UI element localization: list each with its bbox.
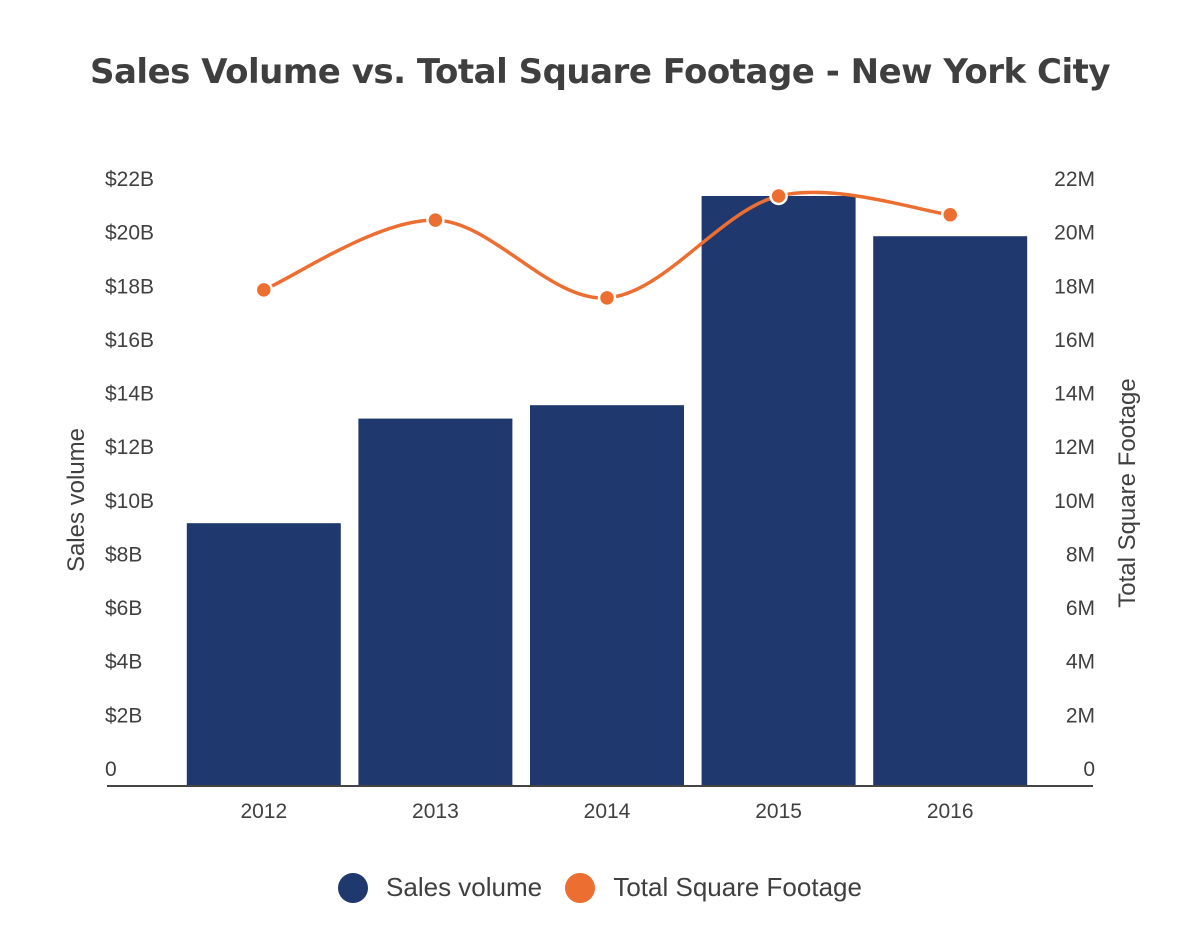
y-right-tick-label: 12M xyxy=(1054,436,1095,459)
y-left-tick-label: $22B xyxy=(105,168,154,191)
y-left-tick-label: $16B xyxy=(105,329,154,352)
legend-item-sales-volume[interactable]: Sales volume xyxy=(338,872,542,903)
y-left-tick-label: 0 xyxy=(105,758,117,781)
x-tick-label: 2016 xyxy=(927,800,974,823)
y-left-tick-label: $14B xyxy=(105,383,154,406)
x-tick-label: 2014 xyxy=(584,800,631,823)
y-left-tick-label: $10B xyxy=(105,490,154,513)
y-right-tick-label: 20M xyxy=(1054,222,1095,245)
y-left-tick-label: $8B xyxy=(105,543,142,566)
bar-2015 xyxy=(701,196,856,786)
y-right-tick-label: 0 xyxy=(1083,758,1095,781)
y-right-tick-label: 16M xyxy=(1054,329,1095,352)
chart-title: Sales Volume vs. Total Square Footage - … xyxy=(89,52,1111,92)
y-left-tick-label: $18B xyxy=(105,275,154,298)
legend-swatch-sales-volume xyxy=(338,872,369,903)
y-right-tick-label: 22M xyxy=(1054,168,1095,191)
x-tick-label: 2012 xyxy=(240,800,287,823)
y-left-tick-label: $12B xyxy=(105,436,154,459)
y-right-tick-label: 18M xyxy=(1054,275,1095,298)
bar-2013 xyxy=(358,418,513,786)
y-right-tick-label: 6M xyxy=(1066,597,1095,620)
y-left-tick-label: $4B xyxy=(105,651,142,674)
legend-swatch-total-square-footage xyxy=(565,872,596,903)
y-left-tick-label: $20B xyxy=(105,222,154,245)
legend-label-sales-volume: Sales volume xyxy=(386,872,543,902)
point-2015 xyxy=(769,186,788,206)
x-tick-label: 2015 xyxy=(755,800,802,823)
bar-2016 xyxy=(873,236,1028,786)
y-left-tick-label: $6B xyxy=(105,597,142,620)
x-tick-label: 2013 xyxy=(412,800,459,823)
y-right-tick-label: 14M xyxy=(1054,383,1095,406)
y-right-axis-title: Total Square Footage xyxy=(1114,378,1141,608)
y-right-tick-label: 2M xyxy=(1066,704,1095,727)
legend-label-total-square-footage: Total Square Footage xyxy=(613,872,862,902)
point-2013 xyxy=(426,210,445,230)
y-right-tick-label: 8M xyxy=(1066,543,1095,566)
y-left-axis-title: Sales volume xyxy=(63,428,90,572)
y-right-tick-label: 10M xyxy=(1054,490,1095,513)
bar-2014 xyxy=(530,405,684,786)
point-2012 xyxy=(254,280,274,300)
point-2014 xyxy=(597,288,617,308)
y-right-tick-label: 4M xyxy=(1066,651,1095,674)
y-left-tick-label: $2B xyxy=(105,704,142,727)
legend: Sales volume Total Square Footage xyxy=(0,872,1200,910)
point-2016 xyxy=(940,205,960,225)
legend-item-total-square-footage[interactable]: Total Square Footage xyxy=(565,872,862,903)
bar-2012 xyxy=(186,523,341,786)
